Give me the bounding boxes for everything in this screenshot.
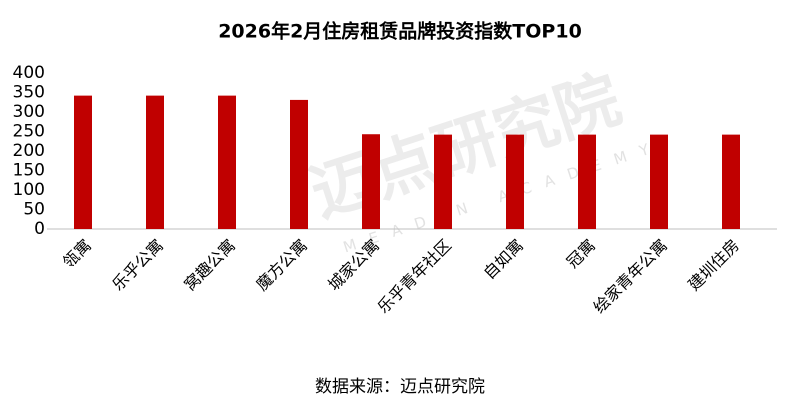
y-tick-label: 0 (34, 219, 45, 239)
x-tick-label: 乐乎青年社区 (374, 236, 455, 317)
bar (650, 134, 668, 229)
chart-title: 2026年2月住房租赁品牌投资指数TOP10 (218, 20, 582, 43)
bar (722, 134, 740, 229)
y-tick-label: 250 (13, 122, 45, 142)
y-tick-label: 50 (23, 200, 45, 220)
x-tick-label: 绘家青年公寓 (590, 236, 671, 317)
x-tick-label: 冠寓 (563, 236, 599, 272)
x-tick-label: 魔方公寓 (252, 236, 311, 295)
y-tick-label: 350 (13, 83, 45, 103)
source-note: 数据来源：迈点研究院 (315, 377, 485, 397)
bar (506, 134, 524, 229)
x-tick-label: 自如寓 (480, 236, 527, 283)
bar (74, 95, 92, 230)
x-tick-label: 瓴寓 (59, 236, 95, 272)
y-tick-label: 300 (13, 102, 45, 122)
x-tick-label: 乐乎公寓 (108, 236, 167, 295)
bar (362, 134, 380, 229)
y-tick-label: 200 (13, 141, 45, 161)
bar (146, 95, 164, 230)
x-tick-label: 建圳住房 (684, 236, 743, 295)
bar (218, 95, 236, 230)
bar (578, 134, 596, 229)
y-tick-label: 150 (13, 161, 45, 181)
x-tick-label: 窝趣公寓 (180, 236, 239, 295)
bar (290, 99, 308, 229)
y-tick-label: 400 (13, 63, 45, 83)
bar (434, 134, 452, 229)
y-tick-label: 100 (13, 180, 45, 200)
